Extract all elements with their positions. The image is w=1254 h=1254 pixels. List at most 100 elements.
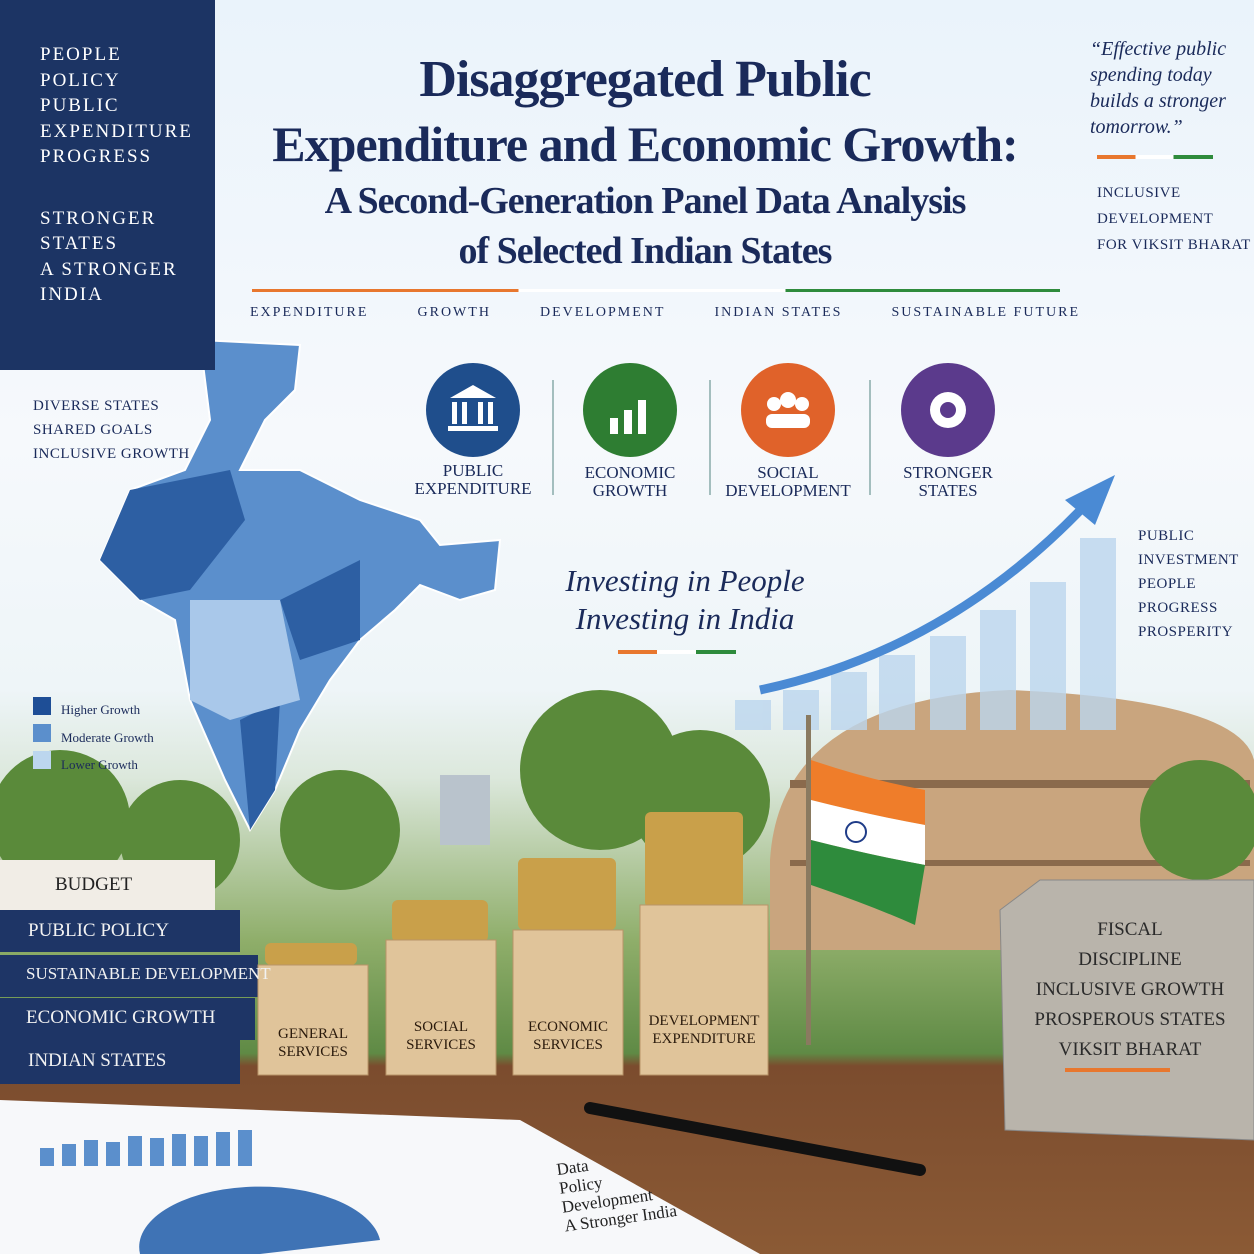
right-note: PUBLIC	[1138, 528, 1195, 544]
legend: Higher Growth Moderate Growth Lower Growth	[61, 696, 154, 779]
block-label: GENERAL	[278, 1026, 348, 1042]
title-block: Disaggregated Public Expenditure and Eco…	[220, 48, 1070, 276]
quote-line: spending today	[1090, 64, 1212, 86]
tagline: Investing in People Investing in India	[520, 562, 850, 638]
block-caption: ECONOMIC SERVICES	[513, 1018, 623, 1054]
colonnade	[790, 780, 1250, 866]
legend-label: Lower Growth	[61, 757, 138, 772]
arrow-head	[1065, 475, 1115, 525]
legend-label: Moderate Growth	[61, 729, 154, 745]
icon-caption: SOCIAL DEVELOPMENT	[713, 464, 863, 500]
book-title: BUDGET	[55, 874, 133, 895]
stone-stripe	[1065, 1068, 1170, 1072]
stone	[999, 879, 1254, 1141]
keyword: INDIAN STATES	[714, 305, 843, 320]
icon-circle	[741, 363, 835, 457]
book	[0, 1040, 240, 1084]
book-title: SUSTAINABLE DEVELOPMENT	[26, 964, 271, 983]
sidebar-line: STRONGER	[40, 207, 157, 229]
block-label: SERVICES	[278, 1044, 348, 1060]
legend-swatch	[33, 724, 51, 742]
stone-text: FISCAL DISCIPLINE INCLUSIVE GROWTH PROSPERO…	[1010, 915, 1250, 1065]
growth-bars	[735, 538, 1116, 730]
keyword: GROWTH	[417, 305, 491, 320]
legend-label: Higher Growth	[61, 702, 141, 717]
stone-line: PROSPEROUS STATES	[1034, 1009, 1226, 1030]
block-label: SOCIAL	[413, 1019, 469, 1035]
keyword: DEVELOPMENT	[540, 305, 666, 320]
paper-notes: Data Policy Development A Stronger India	[555, 1144, 678, 1236]
map-state	[190, 600, 300, 720]
block-caption: SOCIAL SERVICES	[386, 1018, 496, 1054]
coins	[265, 812, 743, 965]
title-line: Expenditure and Economic Growth:	[272, 116, 1018, 172]
icon-glyphs	[448, 385, 966, 434]
chakra	[845, 821, 867, 843]
keyword: EXPENDITURE	[250, 305, 369, 320]
icon-label: SOCIAL	[757, 463, 819, 482]
block-label: EXPENDITURE	[652, 1031, 756, 1047]
sidebar-line: INDIA	[40, 284, 104, 305]
right-note: INVESTMENT	[1138, 552, 1239, 568]
flag	[811, 800, 925, 865]
right-note: PEOPLE	[1138, 576, 1197, 592]
icon-label: STATES	[918, 481, 978, 500]
quote-tag: FOR VIKSIT BHARAT	[1097, 237, 1251, 253]
block-caption: DEVELOPMENT EXPENDITURE	[640, 1012, 768, 1048]
book	[0, 860, 215, 910]
icon-caption: ECONOMIC GROWTH	[555, 464, 705, 500]
stone-line: INCLUSIVE GROWTH	[1035, 979, 1225, 1000]
tricolor-rule	[1097, 155, 1213, 159]
stone-line: FISCAL	[1097, 919, 1163, 940]
map-state	[100, 470, 245, 600]
wood-blocks	[257, 904, 769, 1076]
tricolor-rule	[252, 289, 1060, 292]
stone-line: VIKSIT BHARAT	[1058, 1039, 1202, 1060]
quote-line: “Effective public	[1090, 38, 1227, 60]
block-label: ECONOMIC	[527, 1019, 608, 1035]
book-title: ECONOMIC GROWTH	[26, 1007, 216, 1028]
sidebar-line: PROGRESS	[40, 146, 153, 167]
keywords: EXPENDITURE GROWTH DEVELOPMENT INDIAN STATE…	[250, 305, 1080, 321]
book	[0, 998, 255, 1040]
flag-pole	[806, 715, 811, 1045]
icon-label: EXPENDITURE	[414, 479, 532, 498]
block-label: DEVELOPMENT	[648, 1013, 760, 1029]
tricolor-rule	[618, 650, 736, 654]
flag	[811, 840, 925, 925]
quote-tags: INCLUSIVE DEVELOPMENT FOR VIKSIT BHARAT	[1097, 180, 1251, 258]
map-state	[240, 700, 280, 830]
right-note: PROGRESS	[1138, 600, 1218, 616]
icon-label: STRONGER	[903, 463, 993, 482]
icon-caption: PUBLIC EXPENDITURE	[398, 462, 548, 498]
sidebar-line: EXPENDITURE	[40, 120, 193, 142]
tagline-line: Investing in India	[575, 601, 795, 636]
pen	[584, 1102, 926, 1176]
quote: “Effective public spending today builds a …	[1090, 36, 1250, 140]
block-caption: GENERAL SERVICES	[258, 1025, 368, 1061]
block-label: SERVICES	[533, 1037, 603, 1053]
block-label: SERVICES	[406, 1037, 476, 1053]
book-title: INDIAN STATES	[28, 1050, 167, 1071]
icon-label: GROWTH	[592, 481, 668, 500]
quote-line: tomorrow.”	[1090, 116, 1183, 138]
book-title: PUBLIC POLICY	[28, 920, 169, 941]
map-notes: DIVERSE STATES SHARED GOALS INCLUSIVE GROW…	[33, 394, 190, 466]
quote-line: builds a stronger	[1090, 90, 1226, 112]
map-state	[280, 560, 360, 660]
icon-caption: STRONGER STATES	[873, 464, 1023, 500]
sidebar-line: POLICY	[40, 69, 121, 91]
building	[440, 775, 490, 845]
title-line: Disaggregated Public	[419, 51, 871, 108]
quote-tag: DEVELOPMENT	[1097, 211, 1214, 227]
icon-label: PUBLIC	[442, 461, 504, 480]
flag	[811, 760, 925, 825]
book	[0, 910, 240, 952]
subtitle-line: A Second-Generation Panel Data Analysis	[324, 180, 967, 222]
icon-circle	[426, 363, 520, 457]
subtitle-line: of Selected Indian States	[458, 230, 833, 272]
paper-pie	[139, 1186, 380, 1254]
map-note: SHARED GOALS	[33, 422, 153, 438]
